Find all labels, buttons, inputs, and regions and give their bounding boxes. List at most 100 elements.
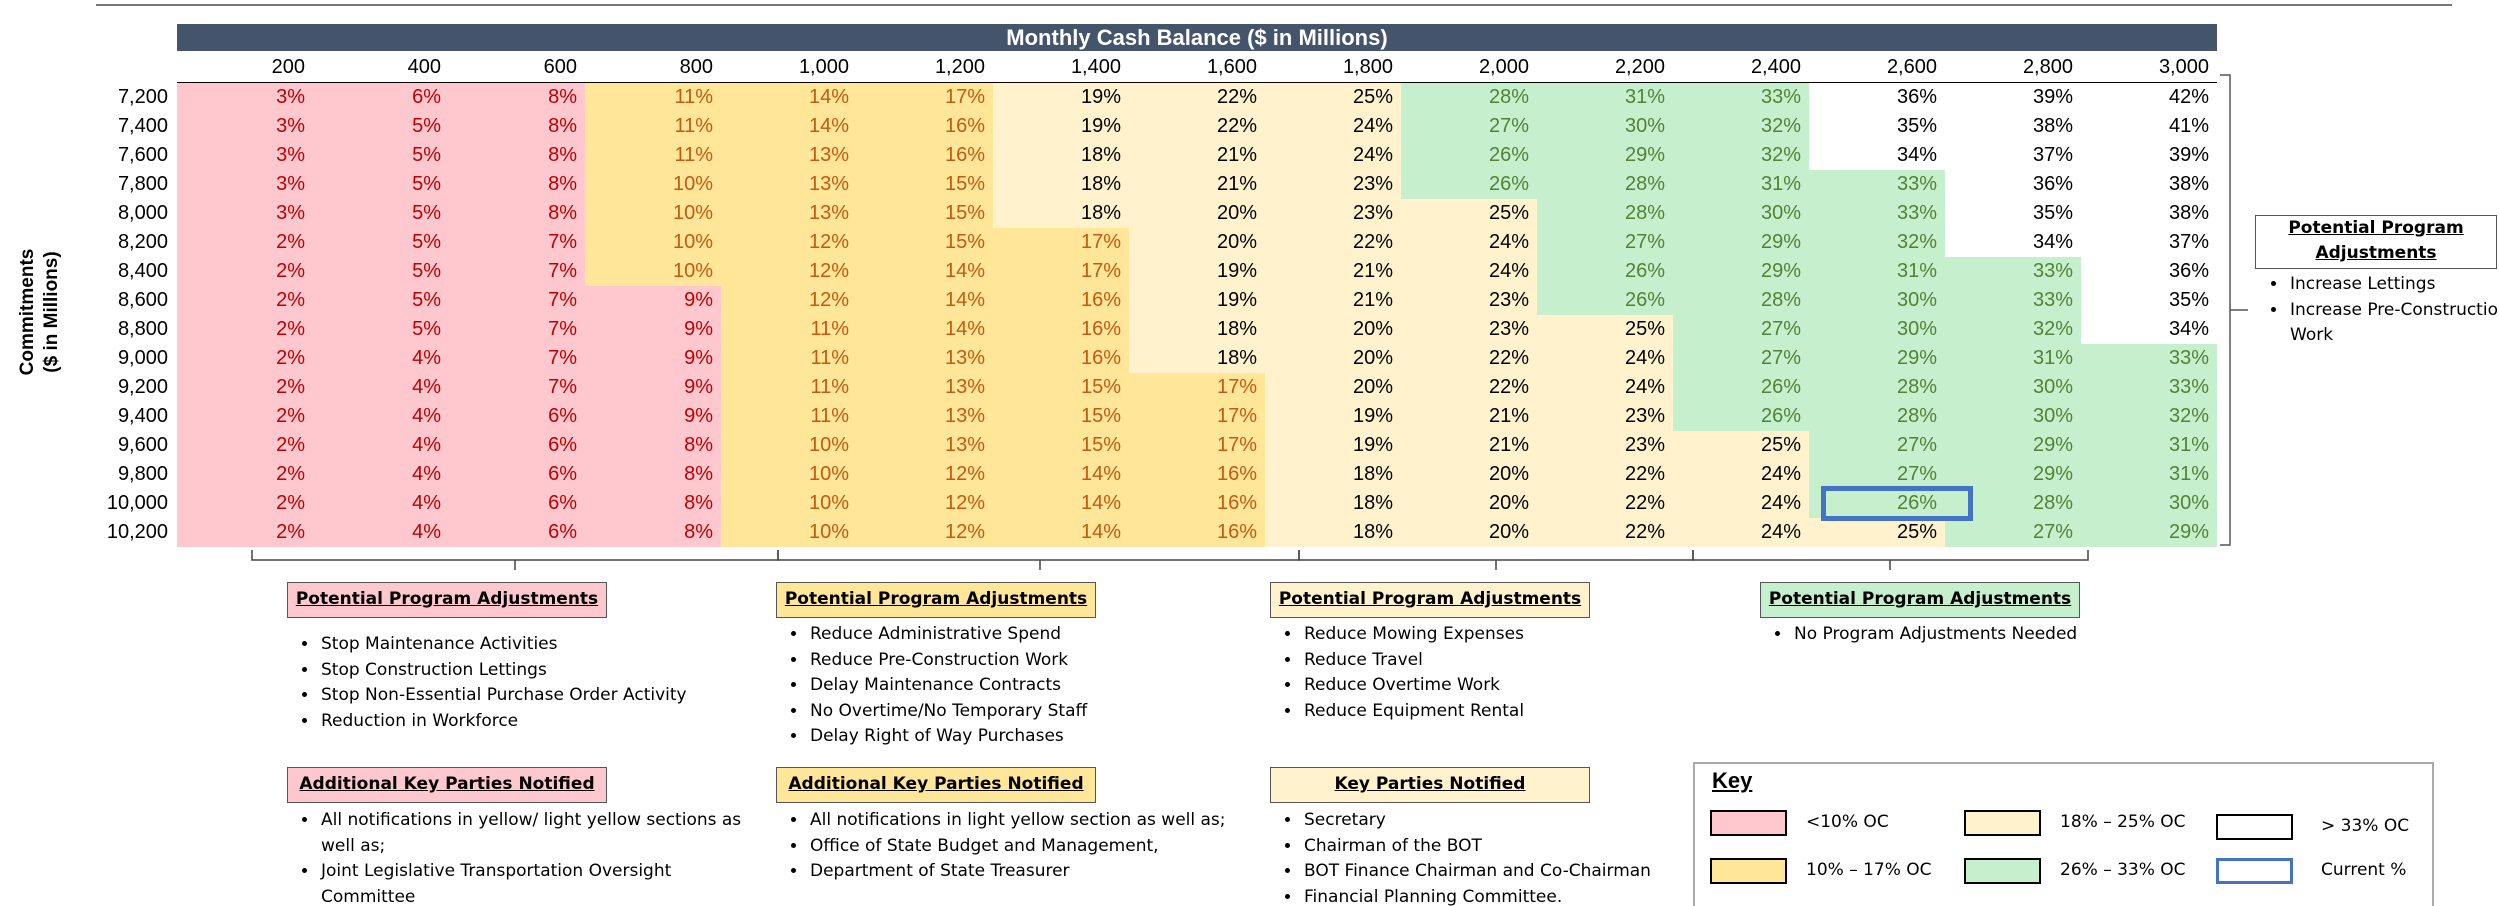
row-header: 8,200 [117, 231, 168, 253]
cell: 12% [721, 286, 857, 315]
cell: 8% [449, 199, 585, 228]
cell: 29% [1673, 257, 1809, 286]
cell: 13% [857, 373, 993, 402]
cell: 34% [1945, 228, 2081, 257]
cell: 21% [1129, 141, 1265, 170]
cell: 31% [2081, 460, 2217, 489]
cell: 28% [1401, 83, 1537, 112]
party-item: All notifications in yellow/ light yello… [319, 808, 759, 859]
cell: 2% [177, 431, 313, 460]
cell: 33% [1945, 257, 2081, 286]
section-title: Potential Program Adjustments [1270, 582, 1590, 618]
cell: 8% [585, 431, 721, 460]
cell: 11% [721, 344, 857, 373]
cell: 3% [177, 83, 313, 112]
cell: 33% [2081, 344, 2217, 373]
cell: 9% [585, 344, 721, 373]
key-swatch [1964, 858, 2041, 884]
row-header: 7,800 [117, 173, 168, 195]
cell: 12% [721, 228, 857, 257]
cell: 12% [857, 460, 993, 489]
cell: 18% [1129, 344, 1265, 373]
cell: 33% [1673, 83, 1809, 112]
adjustment-item: Reduction in Workforce [319, 709, 779, 735]
cell: 41% [2081, 112, 2217, 141]
column-header: 2,400 [1750, 56, 1801, 78]
column-header: 2,200 [1614, 56, 1665, 78]
key-label: <10% OC [1806, 812, 1889, 832]
cell: 33% [1809, 170, 1945, 199]
cell: 2% [177, 489, 313, 518]
key-swatch [1964, 810, 2041, 836]
cell: 32% [2081, 402, 2217, 431]
key-swatch [2216, 858, 2293, 884]
row-header: 9,000 [117, 347, 168, 369]
cell: 11% [585, 83, 721, 112]
side-panel-item: Increase Pre-Construction Work [2288, 298, 2499, 349]
adjustment-item: Stop Maintenance Activities [319, 632, 779, 658]
cell: 29% [2081, 518, 2217, 547]
row-header: 7,400 [117, 115, 168, 137]
cell: 28% [1945, 489, 2081, 518]
cell: 27% [1401, 112, 1537, 141]
cell: 23% [1537, 431, 1673, 460]
column-header: 600 [543, 56, 577, 78]
cell: 3% [177, 199, 313, 228]
cell: 22% [1129, 83, 1265, 112]
cell: 32% [1673, 141, 1809, 170]
cell: 28% [1809, 373, 1945, 402]
cell: 33% [1809, 199, 1945, 228]
cell: 15% [857, 228, 993, 257]
cell: 31% [1945, 344, 2081, 373]
cell: 23% [1401, 286, 1537, 315]
cell: 17% [1129, 431, 1265, 460]
key-label: 18% – 25% OC [2060, 812, 2186, 832]
cell: 28% [1537, 199, 1673, 228]
cell: 19% [993, 112, 1129, 141]
cell: 10% [721, 460, 857, 489]
cell: 20% [1401, 489, 1537, 518]
cell: 20% [1265, 373, 1401, 402]
cell: 24% [1537, 373, 1673, 402]
cell: 4% [313, 518, 449, 547]
cell: 22% [1401, 373, 1537, 402]
cell: 23% [1537, 402, 1673, 431]
section-title: Additional Key Parties Notified [776, 767, 1096, 803]
key-swatch [1710, 810, 1787, 836]
party-list: All notifications in yellow/ light yello… [293, 808, 759, 906]
cell: 29% [1673, 228, 1809, 257]
cell: 7% [449, 344, 585, 373]
cell: 19% [1129, 257, 1265, 286]
cell: 13% [721, 141, 857, 170]
party-list: All notifications in light yellow sectio… [782, 808, 1248, 885]
adjustment-item: Delay Maintenance Contracts [808, 673, 1268, 699]
cell: 28% [1809, 402, 1945, 431]
cell: 25% [1673, 431, 1809, 460]
section-title: Additional Key Parties Notified [287, 767, 607, 803]
adjustment-item: Delay Right of Way Purchases [808, 724, 1268, 750]
key-box [1693, 762, 2434, 906]
adjustment-list: Stop Maintenance ActivitiesStop Construc… [293, 632, 779, 734]
cell: 9% [585, 373, 721, 402]
adjustment-item: Stop Construction Lettings [319, 658, 779, 684]
cell: 36% [2081, 257, 2217, 286]
cell: 31% [1673, 170, 1809, 199]
cell: 12% [857, 489, 993, 518]
cell: 24% [1265, 141, 1401, 170]
cell: 22% [1129, 112, 1265, 141]
section-title: Potential Program Adjustments [1760, 582, 2080, 618]
row-axis-label: Commitments ($ in Millions) [16, 212, 64, 412]
row-header: 8,800 [117, 318, 168, 340]
column-header: 800 [679, 56, 713, 78]
cell: 5% [313, 257, 449, 286]
cell: 18% [1265, 489, 1401, 518]
section-title: Key Parties Notified [1270, 767, 1590, 803]
cell: 7% [449, 373, 585, 402]
cell: 18% [993, 170, 1129, 199]
adjustment-list: Reduce Mowing ExpensesReduce TravelReduc… [1276, 622, 1762, 724]
cell: 26% [1673, 402, 1809, 431]
adjustment-item: Reduce Administrative Spend [808, 622, 1268, 648]
adjustment-item: Reduce Travel [1302, 648, 1762, 674]
cell: 27% [1673, 315, 1809, 344]
